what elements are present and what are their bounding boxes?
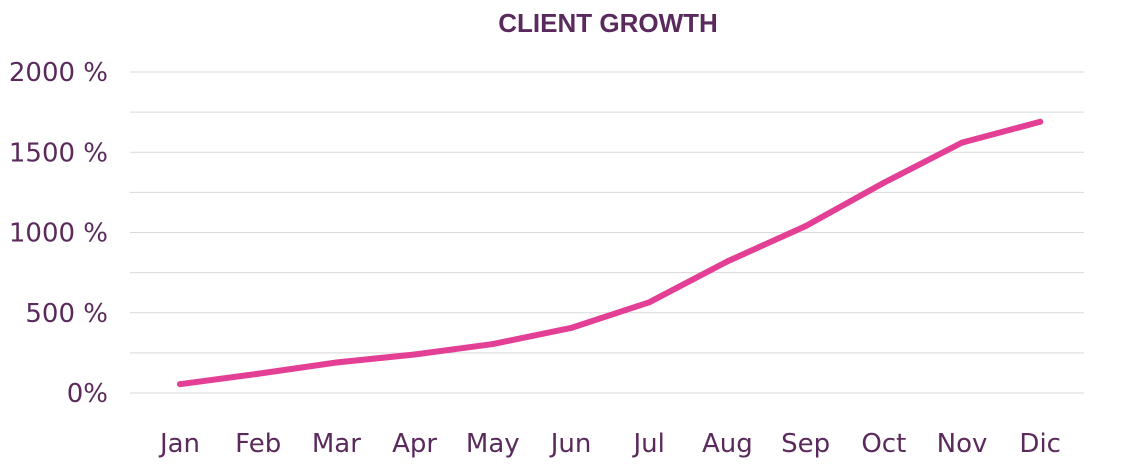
x-tick-label: Oct — [861, 429, 906, 459]
x-tick-label: Mar — [312, 429, 361, 459]
x-tick-label: Dic — [1019, 429, 1061, 459]
y-tick-label: 1000 % — [9, 219, 108, 249]
data-point — [177, 381, 183, 388]
data-point — [489, 341, 496, 348]
data-point — [646, 299, 653, 306]
x-tick-label: Nov — [937, 429, 988, 459]
data-point — [1037, 118, 1044, 125]
data-point — [802, 223, 809, 230]
y-tick-label: 500 % — [25, 299, 108, 329]
x-tick-label: May — [466, 429, 520, 459]
gridlines — [130, 71, 1084, 394]
x-tick-label: Jun — [549, 429, 592, 459]
x-tick-label: Aug — [702, 429, 753, 459]
series-line — [177, 118, 1044, 388]
data-point — [411, 351, 418, 358]
chart-title: CLIENT GROWTH — [498, 8, 718, 38]
x-tick-label: Apr — [392, 429, 437, 459]
data-point — [880, 179, 887, 186]
data-point — [959, 139, 965, 146]
data-point — [568, 324, 574, 331]
data-point — [333, 359, 340, 366]
x-tick-label: Jan — [158, 429, 200, 459]
x-tick-label: Feb — [235, 429, 281, 459]
y-tick-label: 0% — [67, 379, 108, 409]
x-tick-label: Sep — [781, 429, 830, 459]
x-axis-tick-labels: Jan Feb Mar Apr May Jun Jul Aug Sep Oct Nov Dic — [158, 429, 1061, 459]
series-layer — [177, 118, 1044, 388]
y-tick-label: 1500 % — [9, 138, 108, 168]
x-tick-label: Jul — [632, 429, 665, 459]
data-point — [724, 258, 731, 265]
data-point — [255, 370, 262, 377]
y-axis-tick-labels: 0% 500 % 1000 % 1500 % 2000 % — [9, 58, 108, 409]
y-tick-label: 2000 % — [9, 58, 108, 88]
